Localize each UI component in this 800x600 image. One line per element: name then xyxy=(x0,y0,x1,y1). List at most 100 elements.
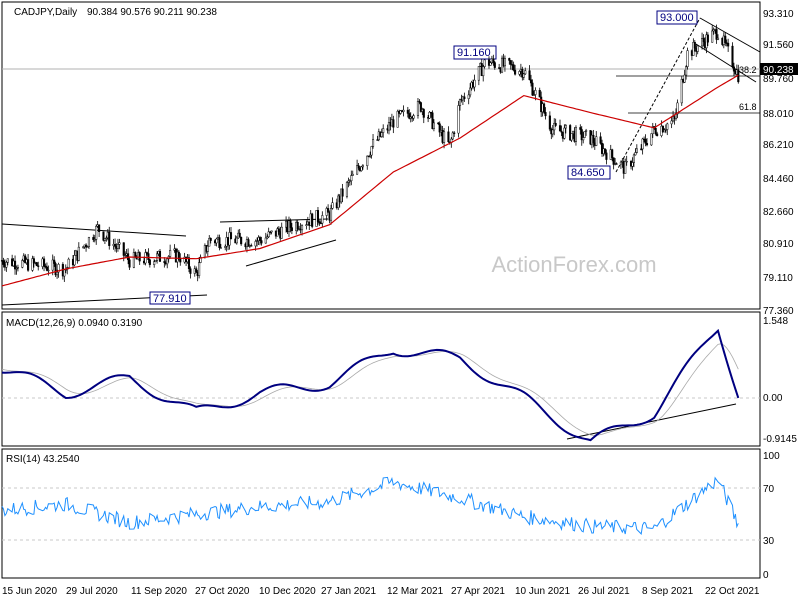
rsi-tick: 0 xyxy=(763,570,769,581)
candle-body xyxy=(711,30,714,43)
candle-body xyxy=(543,103,546,113)
price-tick: 84.460 xyxy=(763,174,794,185)
candle-body xyxy=(250,245,253,247)
candle-body xyxy=(148,259,151,265)
candle-body xyxy=(64,269,67,271)
candle-body xyxy=(380,132,383,137)
candle-body xyxy=(256,240,259,242)
candle-body xyxy=(529,79,533,84)
x-tick: 22 Oct 2021 xyxy=(705,586,760,597)
candle-body xyxy=(169,250,172,257)
candle-body xyxy=(208,238,211,247)
candle-body xyxy=(419,102,422,112)
candle-body xyxy=(376,139,379,141)
candle-body xyxy=(13,260,17,270)
price-tick: 86.210 xyxy=(763,140,794,151)
macd-label: MACD(12,26,9) 0.0940 0.3190 xyxy=(6,318,143,329)
candle-body xyxy=(641,138,644,150)
candle-body xyxy=(276,228,279,237)
price-tick: 88.010 xyxy=(763,109,794,120)
x-tick: 27 Jan 2021 xyxy=(321,586,376,597)
candle-body xyxy=(392,119,395,128)
candle-body xyxy=(361,165,364,168)
candle-body xyxy=(73,255,76,266)
sma-line xyxy=(1,74,739,287)
fib-61-label: 61.8 xyxy=(739,102,757,112)
candle-body xyxy=(199,256,202,263)
candle-body xyxy=(732,66,735,72)
candle-body xyxy=(16,267,19,269)
candle-body xyxy=(518,71,521,75)
candle-body xyxy=(503,58,506,67)
candle-body xyxy=(360,166,363,171)
candle-body xyxy=(521,68,524,78)
candle-body xyxy=(305,224,308,226)
candle-body xyxy=(473,79,476,88)
candle-body xyxy=(105,237,108,239)
candle-body xyxy=(371,139,375,147)
x-tick: 26 Jul 2021 xyxy=(578,586,630,597)
candle-body xyxy=(218,237,221,248)
rsi-tick: 30 xyxy=(763,536,775,547)
candle-body xyxy=(580,129,583,141)
candle-body xyxy=(108,231,111,246)
candle-body xyxy=(514,69,517,75)
candle-body xyxy=(32,258,35,264)
candle-body xyxy=(664,129,667,131)
macd-tick: -0.9145 xyxy=(763,434,797,445)
candle-body xyxy=(600,143,604,154)
candle-body xyxy=(229,232,233,240)
candle-body xyxy=(696,45,699,52)
candle-body xyxy=(47,269,50,272)
candle-body xyxy=(661,125,664,133)
candle-body xyxy=(56,271,59,276)
annotation-high xyxy=(656,10,698,25)
candle-body xyxy=(624,161,627,174)
macd-panel xyxy=(1,311,761,447)
candle-body xyxy=(457,105,460,134)
candle-body xyxy=(458,99,462,106)
x-tick: 12 Mar 2021 xyxy=(387,586,444,597)
candle-body xyxy=(416,100,420,116)
candle-body xyxy=(447,131,450,143)
price-tick: 79.110 xyxy=(763,273,793,284)
candle-body xyxy=(319,222,322,225)
candle-body xyxy=(544,112,547,117)
annotation-peak xyxy=(453,45,497,60)
macd-signal-line xyxy=(1,343,739,436)
candle-body xyxy=(77,246,80,261)
price-tick: 80.910 xyxy=(763,239,794,250)
rsi-tick: 70 xyxy=(763,484,775,495)
candle-body xyxy=(57,264,60,273)
candle-body xyxy=(15,267,18,270)
price-tick: 82.660 xyxy=(763,207,794,218)
candle-body xyxy=(654,127,657,135)
annotation-low xyxy=(567,165,611,180)
candle-body xyxy=(408,113,411,119)
fib-38-label: 38.2 xyxy=(739,65,757,75)
candle-body xyxy=(603,148,606,154)
candle-body xyxy=(635,148,638,153)
candle-body xyxy=(583,131,586,138)
candle-body xyxy=(93,239,96,241)
candle-body xyxy=(258,237,262,241)
candle-body xyxy=(493,62,496,68)
candle-body xyxy=(396,111,399,128)
candle-body xyxy=(42,258,46,267)
candle-body xyxy=(528,70,531,81)
price-tick: 89.760 xyxy=(763,74,794,85)
candle-body xyxy=(663,129,666,133)
candle-body xyxy=(431,112,434,129)
candle-body xyxy=(341,188,344,197)
candle-body xyxy=(145,252,148,254)
candle-body xyxy=(640,148,643,150)
candle-body xyxy=(345,182,349,197)
candle-body xyxy=(564,125,567,129)
candle-body xyxy=(631,162,634,167)
candle-body xyxy=(114,244,117,247)
candle-body xyxy=(685,66,688,76)
candle-body xyxy=(615,163,618,165)
candle-body xyxy=(551,129,554,135)
candle-body xyxy=(280,226,283,239)
